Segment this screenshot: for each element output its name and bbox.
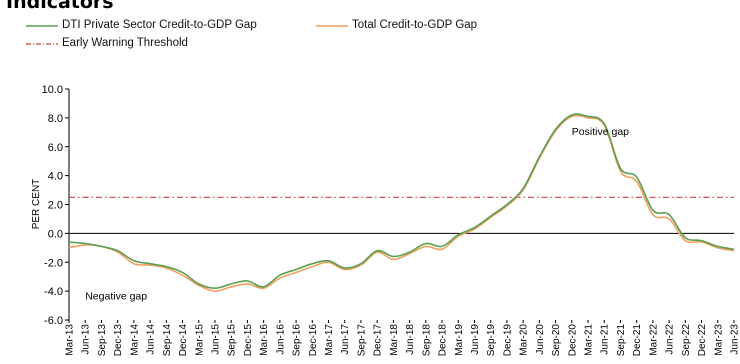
x-tick-label: Mar-23 [713, 324, 724, 356]
x-tick-label: Dec-21 [632, 324, 643, 357]
legend: DTI Private Sector Credit-to-GDP Gap Tot… [0, 0, 740, 60]
x-tick-label: Mar-19 [454, 324, 465, 356]
y-tick-label: 6.0 [48, 142, 63, 154]
legend-label-dti: DTI Private Sector Credit-to-GDP Gap [62, 19, 257, 31]
x-tick-label: Jun-20 [535, 324, 546, 355]
x-tick-label: Sep-15 [227, 324, 238, 357]
x-tick-label: Sep-14 [162, 324, 173, 357]
y-tick-label: 0.0 [48, 228, 63, 240]
x-tick-label: Jun-16 [275, 324, 286, 355]
y-tick-label: 10.0 [42, 84, 63, 96]
x-tick-label: Sep-19 [486, 324, 497, 357]
y-tick-label: 8.0 [48, 113, 63, 125]
y-axis: 10.0 8.0 6.0 4.0 2.0 0.0 -2.0 -4.0 -6.0 [42, 84, 70, 327]
x-tick-label: Mar-15 [194, 324, 205, 356]
x-tick-label: Mar-17 [324, 324, 335, 356]
x-tick-label: Jun-19 [470, 324, 481, 355]
x-tick-label: Dec-14 [178, 324, 189, 357]
annotation-positive-gap: Positive gap [572, 126, 629, 138]
x-axis: Mar-13 Jun-13 Sep-13 Dec-13 Mar-14 Jun-14 Sep-… [65, 232, 740, 357]
x-tick-label: Sep-13 [97, 324, 108, 357]
x-tick-label: Jun-22 [665, 324, 676, 355]
x-tick-label: Mar-13 [65, 324, 76, 356]
x-tick-label: Jun-18 [405, 324, 416, 355]
x-tick-label: Dec-22 [697, 324, 708, 357]
y-tick-label: 4.0 [48, 171, 63, 183]
x-tick-label: Sep-20 [551, 324, 562, 357]
legend-swatch-total [316, 25, 348, 27]
x-tick-label: Dec-18 [438, 324, 449, 357]
legend-label-total: Total Credit-to-GDP Gap [352, 19, 478, 31]
x-tick-label: Sep-18 [421, 324, 432, 357]
x-tick-label: Mar-20 [519, 324, 530, 356]
y-axis-title: PER CENT [31, 179, 42, 230]
x-tick-label: Dec-17 [373, 324, 384, 357]
annotation-negative-gap: Negative gap [85, 290, 147, 302]
page-heading: Indicators [6, 0, 114, 13]
x-tick-label: Dec-16 [308, 324, 319, 357]
x-tick-label: Mar-16 [259, 324, 270, 356]
y-tick-label: -2.0 [44, 257, 63, 269]
x-tick-label: Sep-22 [681, 324, 692, 357]
x-tick-label: Jun-23 [730, 324, 740, 355]
legend-label-threshold: Early Warning Threshold [62, 37, 188, 49]
x-tick-label: Mar-14 [129, 324, 140, 356]
x-tick-label: Sep-21 [616, 324, 627, 357]
x-tick-label: Sep-16 [292, 324, 303, 357]
series-line-total [68, 114, 735, 292]
x-tick-label: Jun-14 [146, 324, 157, 355]
y-tick-label: 2.0 [48, 200, 63, 212]
annotation-layer: Positive gap Negative gap [85, 126, 629, 303]
x-tick-label: Jun-15 [210, 324, 221, 355]
series-layer [68, 113, 735, 292]
y-tick-label: -4.0 [44, 286, 63, 298]
x-tick-label: Jun-17 [340, 324, 351, 355]
x-tick-label: Dec-19 [502, 324, 513, 357]
x-tick-label: Mar-22 [648, 324, 659, 356]
x-tick-label: Mar-18 [389, 324, 400, 356]
x-tick-label: Jun-13 [81, 324, 92, 355]
y-tick-label: -6.0 [44, 315, 63, 327]
x-tick-label: Jun-21 [600, 324, 611, 355]
x-tick-label: Dec-15 [243, 324, 254, 357]
x-tick-label: Dec-20 [567, 324, 578, 357]
x-tick-label: Mar-21 [584, 324, 595, 356]
series-line-dti [68, 113, 735, 290]
x-tick-label: Sep-17 [356, 324, 367, 357]
x-tick-label: Dec-13 [113, 324, 124, 357]
legend-swatch-dti [26, 25, 58, 27]
